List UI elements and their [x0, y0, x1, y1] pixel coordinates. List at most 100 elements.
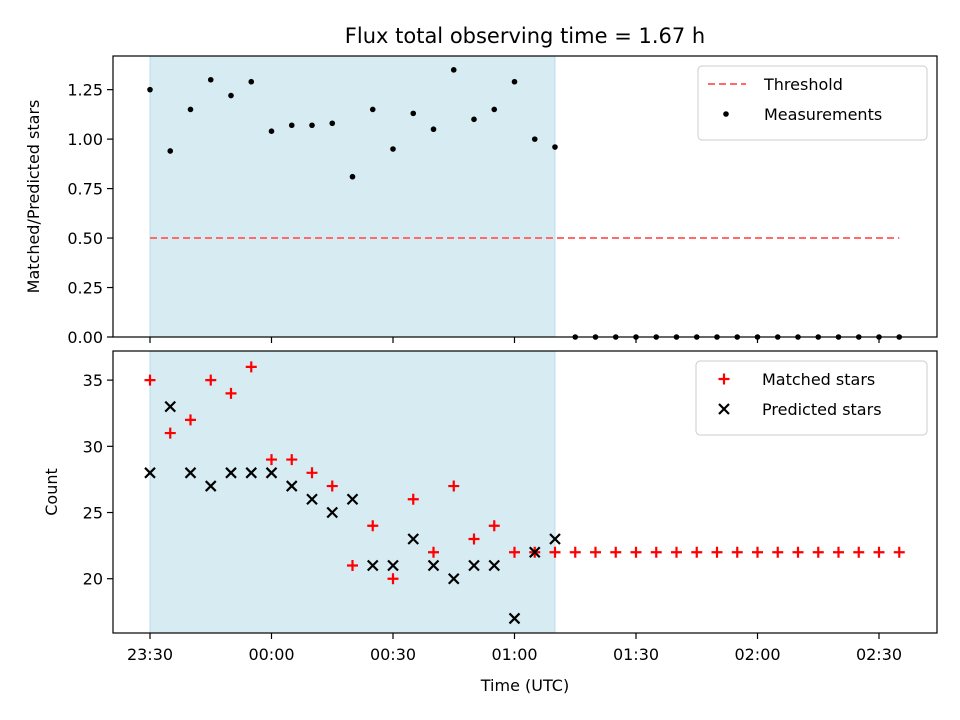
matched-star-point — [286, 454, 298, 466]
x-tick-label: 23:30 — [127, 645, 173, 664]
legend-box — [697, 65, 928, 141]
matched-star-point — [266, 454, 277, 466]
matched-star-point — [752, 546, 763, 558]
legend: Matched stars Predicted stars — [695, 360, 928, 436]
matched-star-point — [448, 480, 460, 492]
matched-star-point — [812, 546, 824, 558]
matched-star-point — [893, 546, 905, 558]
predicted-star-point — [528, 546, 541, 559]
matched-star-point — [225, 387, 237, 399]
matched-star-point — [590, 546, 601, 558]
x-axis-label: Time (UTC) — [480, 676, 569, 695]
legend-label: Measurements — [764, 105, 882, 124]
matched-star-point — [468, 533, 480, 545]
predicted-star-point — [306, 493, 318, 506]
measurement-point — [390, 146, 396, 152]
predicted-star-point — [204, 480, 217, 492]
matched-star-point — [731, 546, 743, 558]
matched-star-point — [833, 546, 844, 558]
chart-title: Flux total observing time = 1.67 h — [345, 24, 705, 48]
measurement-point — [471, 116, 477, 123]
measurement-point — [268, 128, 275, 134]
matched-star-point — [306, 467, 318, 479]
x-tick-label: 02:00 — [734, 645, 780, 664]
matched-star-point — [792, 546, 804, 558]
matched-star-point — [245, 361, 257, 373]
axes-frame — [112, 350, 938, 634]
matched-star-point — [407, 493, 419, 505]
predicted-star-point — [447, 572, 460, 585]
matched-star-point — [205, 374, 217, 386]
legend-matched-swatch — [718, 373, 730, 385]
measurement-point — [511, 78, 518, 85]
measurement-point — [248, 78, 255, 85]
predicted-star-point — [245, 467, 258, 479]
measurement-point — [531, 136, 538, 142]
predicted-star-point — [508, 612, 521, 625]
matched-star-point — [488, 520, 500, 532]
y-axis-label: Count — [42, 468, 61, 516]
legend-label: Threshold — [763, 75, 843, 94]
legend-measurement-swatch — [723, 111, 729, 117]
matched-star-point — [610, 546, 622, 558]
matched-star-point — [509, 546, 520, 558]
y-axis-label: Matched/Predicted stars — [24, 100, 43, 294]
observing-window-shade — [149, 55, 556, 338]
measurement-point — [147, 86, 153, 93]
measurement-point — [187, 106, 194, 113]
measurement-point — [369, 106, 376, 113]
y-tick-label: 0.50 — [67, 229, 103, 248]
matched-star-point — [650, 546, 662, 558]
panel-ratio: 0.00 0.25 0.50 0.75 1.00 1.25 Matched/Predicte… — [24, 55, 938, 347]
predicted-star-point — [549, 533, 561, 545]
y-tick-label: 20 — [83, 570, 103, 589]
measurement-point — [491, 106, 498, 113]
legend-label: Predicted stars — [762, 400, 882, 419]
predicted-star-point — [468, 559, 480, 572]
predicted-star-point — [184, 467, 197, 479]
measurement-point — [552, 144, 558, 150]
measurement-point — [288, 122, 295, 129]
y-tick-label: 0.00 — [67, 328, 103, 347]
matched-star-point — [367, 520, 379, 532]
y-tick-label: 25 — [83, 504, 103, 523]
y-tick-label: 1.25 — [67, 81, 103, 100]
matched-star-point — [347, 559, 358, 571]
matched-star-point — [164, 427, 176, 439]
predicted-star-point — [144, 467, 156, 479]
x-tick-label: 01:00 — [491, 645, 537, 664]
measurement-point — [309, 122, 315, 129]
legend-label: Matched stars — [762, 370, 875, 389]
matched-star-point — [711, 546, 723, 558]
x-tick-label: 00:00 — [248, 645, 294, 664]
predicted-star-point — [265, 467, 278, 479]
predicted-star-point — [427, 559, 440, 572]
measurement-point — [228, 92, 234, 99]
predicted-star-point — [407, 533, 420, 545]
x-tick-label: 00:30 — [370, 645, 416, 664]
predicted-star-point — [285, 480, 298, 492]
matched-star-point — [387, 573, 399, 585]
matched-star-point — [873, 546, 885, 558]
legend-box — [695, 360, 928, 436]
measurement-point — [329, 120, 336, 127]
y-tick-label: 0.25 — [67, 279, 103, 298]
matched-star-point — [326, 480, 338, 492]
axes-frame — [112, 55, 938, 338]
legend: Threshold Measurements — [697, 65, 928, 141]
measurement-point — [430, 126, 437, 133]
legend-predicted-swatch — [718, 403, 730, 415]
matched-star-point — [671, 546, 682, 558]
matched-star-point — [691, 546, 703, 558]
measurement-point — [410, 110, 417, 117]
y-tick-label: 0.75 — [67, 180, 103, 199]
measurement-point — [207, 76, 214, 83]
predicted-star-point — [387, 559, 399, 572]
x-tick-label: 01:30 — [613, 645, 659, 664]
matched-star-point — [853, 546, 865, 558]
y-tick-label: 35 — [83, 371, 103, 390]
predicted-star-point — [488, 559, 501, 572]
matched-star-point — [428, 546, 439, 558]
matched-star-point — [630, 546, 642, 558]
